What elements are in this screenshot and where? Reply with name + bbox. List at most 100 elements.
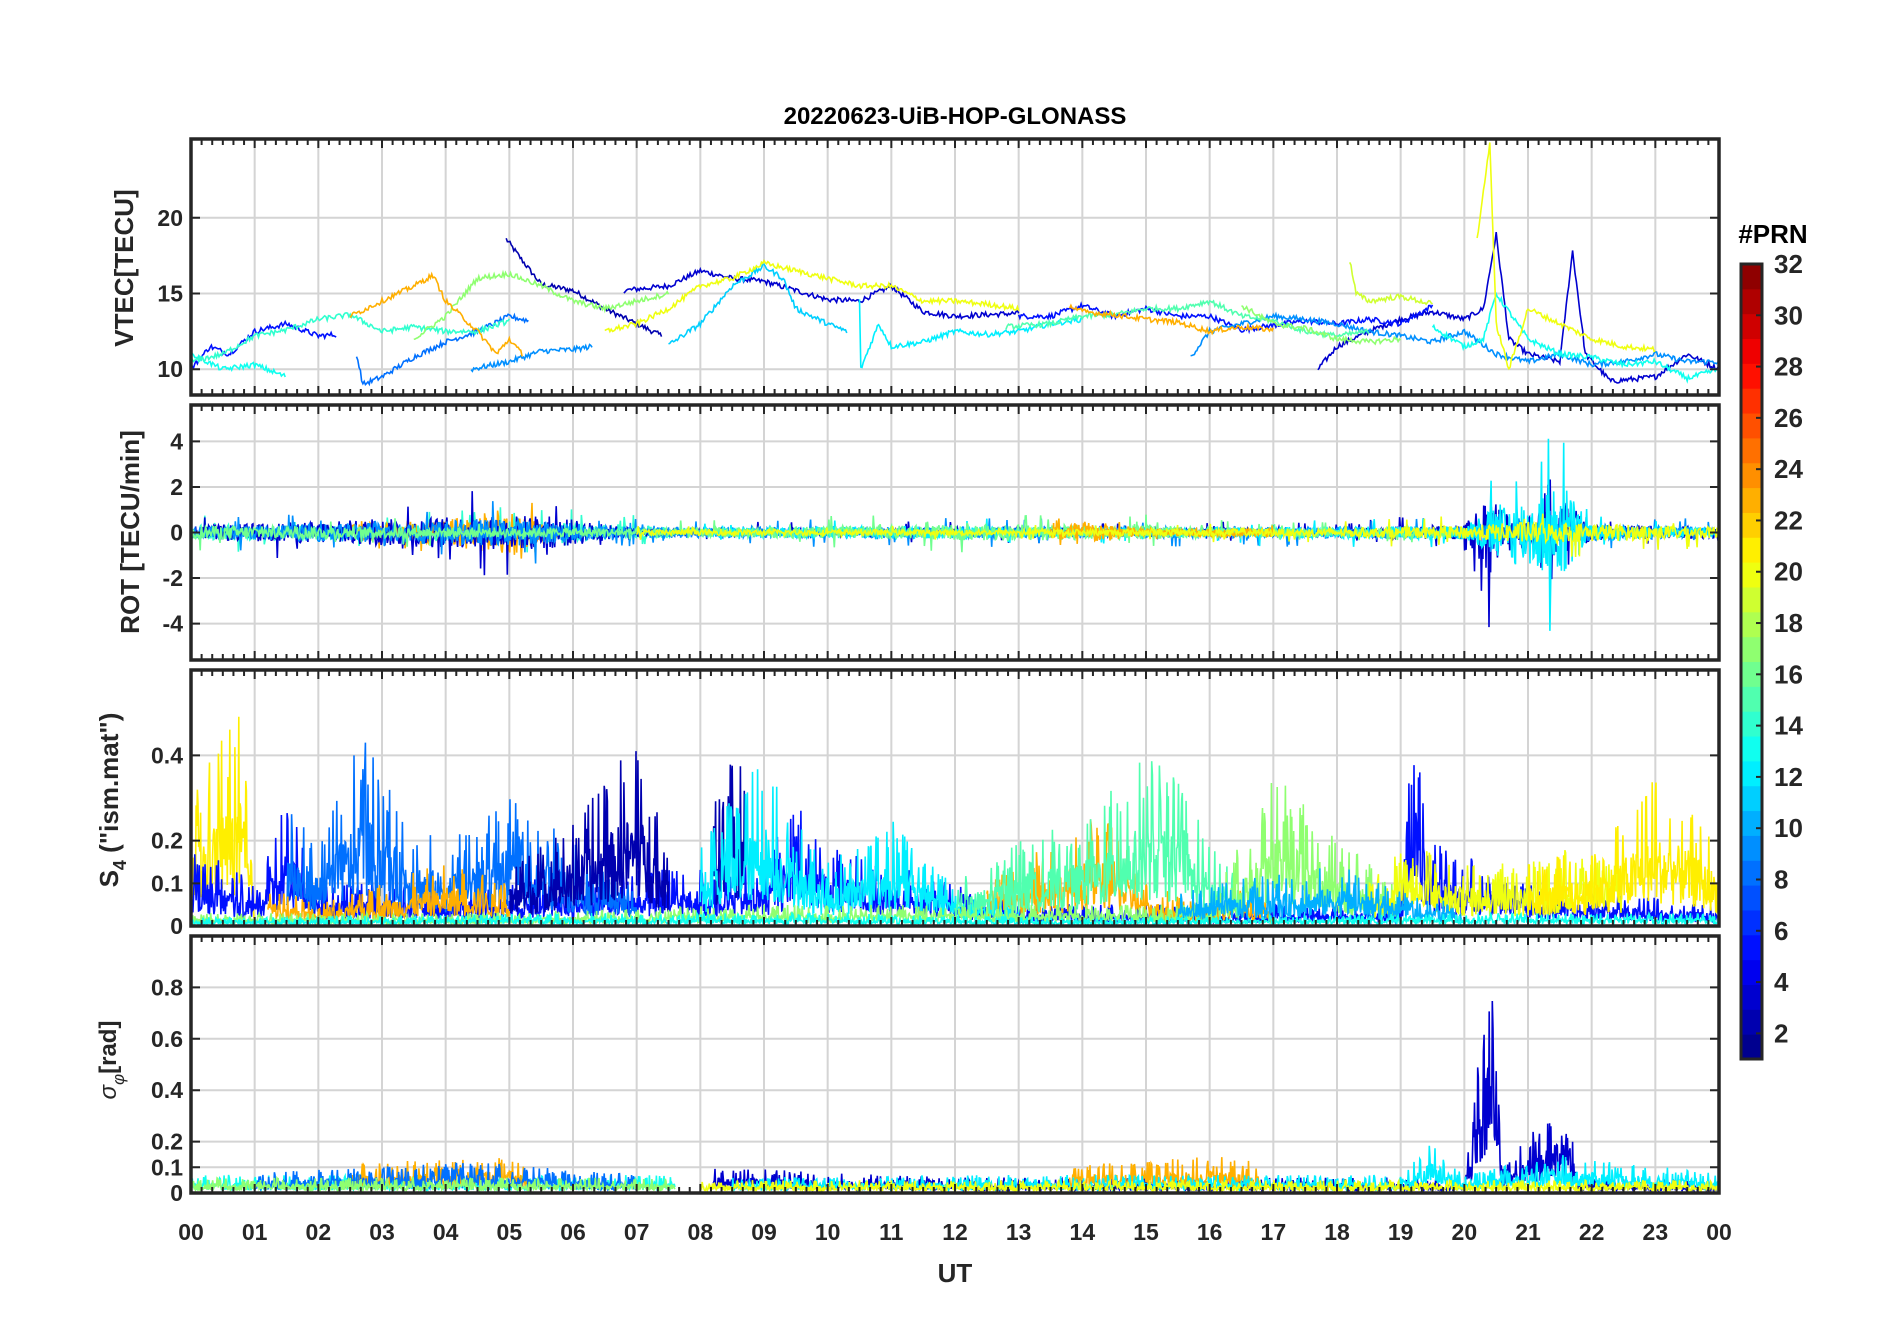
series-prn-13 — [1431, 291, 1719, 384]
x-axis-label: UT — [938, 1258, 973, 1288]
colorbar-swatch — [1741, 512, 1762, 538]
series-prn-5 — [191, 319, 337, 370]
colorbar-tick-label: 26 — [1774, 403, 1803, 433]
colorbar-tick-label: 16 — [1774, 659, 1803, 689]
x-tick-label: 16 — [1197, 1219, 1223, 1245]
colorbar-label: #PRN — [1738, 219, 1807, 249]
colorbar-swatch — [1741, 487, 1762, 513]
y-tick-label: 0.2 — [151, 1129, 183, 1155]
colorbar-tick-label: 8 — [1774, 864, 1788, 894]
colorbar-tick-label: 4 — [1774, 967, 1789, 997]
colorbar-swatch — [1741, 562, 1762, 588]
series-prn-3 — [623, 266, 1020, 321]
chart-title: 20220623-UiB-HOP-GLONASS — [784, 103, 1127, 130]
series-prn-20 — [1368, 849, 1624, 918]
axes-box — [189, 668, 1721, 928]
colorbar-tick-label: 6 — [1774, 916, 1788, 946]
panel-s4: 0 0.1 0.2 0.4 — [151, 668, 1721, 939]
colorbar-tick-label: 24 — [1774, 454, 1803, 484]
y-tick-label: 0.8 — [151, 974, 183, 1000]
x-tick-label: 20 — [1452, 1219, 1478, 1245]
y-tick-label: 0 — [170, 913, 183, 939]
colorbar-tick-label: 18 — [1774, 608, 1803, 638]
colorbar-swatch — [1741, 934, 1762, 961]
colorbar-tick-label: 20 — [1774, 557, 1803, 587]
ylabel-s4-rest: ("ism.mat") — [94, 713, 124, 860]
colorbar-swatch — [1741, 959, 1762, 985]
colorbar-swatch — [1741, 537, 1762, 563]
x-tick-label: 02 — [306, 1219, 332, 1245]
colorbar-frame — [1739, 262, 1764, 1061]
x-tick-label: 08 — [688, 1219, 714, 1245]
y-tick-label: 2 — [170, 474, 183, 500]
series-prn-8 — [355, 312, 529, 387]
series-prn-12 — [858, 299, 1083, 369]
colorbar-swatch — [1741, 1009, 1762, 1035]
x-tick-label: 12 — [942, 1219, 968, 1245]
colorbar-swatch — [1741, 462, 1762, 489]
y-tick-label: 0.4 — [151, 1077, 183, 1103]
colorbar-swatch — [1741, 636, 1762, 662]
y-tick-label: 0 — [170, 520, 183, 546]
colorbar-swatch — [1741, 885, 1762, 911]
x-tick-label: 23 — [1643, 1219, 1669, 1245]
colorbar-tick-label: 30 — [1774, 300, 1803, 330]
y-tick-label: 20 — [157, 205, 183, 231]
x-tick-label: 21 — [1515, 1219, 1541, 1245]
y-tick-label: 4 — [170, 428, 183, 454]
ylabel-sigma-rest: [rad] — [95, 1021, 122, 1074]
colorbar-swatch — [1741, 288, 1762, 315]
series-prn-2 — [508, 751, 670, 916]
colorbar-tick-label: 12 — [1774, 762, 1803, 792]
series-prn-20 — [635, 513, 1719, 558]
series-prn-9 — [1190, 311, 1719, 370]
series-group — [191, 142, 1719, 387]
x-tick-label: 04 — [433, 1219, 459, 1245]
y-tick-label: 0.1 — [151, 870, 183, 896]
colorbar-swatch — [1741, 810, 1762, 836]
y-tick-label: 0.4 — [151, 742, 183, 768]
colorbar-tick-label: 10 — [1774, 813, 1803, 843]
x-tick-label: 03 — [369, 1219, 395, 1245]
ylabel-s4-sub: 4 — [110, 860, 130, 870]
colorbar-swatch — [1741, 264, 1762, 290]
ylabel-sigma-main: σ — [95, 1083, 122, 1099]
series-prn-5 — [1017, 301, 1434, 335]
ylabel-rot: ROT [TECU/min] — [115, 430, 145, 634]
x-tick-label: 13 — [1006, 1219, 1032, 1245]
colorbar-swatch — [1741, 711, 1762, 737]
series-prn-23 — [349, 271, 523, 357]
x-tick-label: 18 — [1324, 1219, 1350, 1245]
ylabel-sigma-sub: φ — [109, 1074, 128, 1085]
x-tick-labels: 00 01 02 03 04 05 06 07 08 09 10 11 12 13 14 15 16 17 18 19… — [178, 1219, 1732, 1245]
series-prn-21 — [191, 716, 255, 918]
series-prn-11 — [668, 263, 848, 345]
colorbar-swatch — [1741, 388, 1762, 414]
series-prn-20 — [1476, 142, 1656, 371]
series-prn-10 — [1177, 868, 1465, 925]
colorbar-swatch — [1741, 437, 1762, 464]
series-prn-17 — [413, 269, 670, 340]
x-tick-label: 05 — [497, 1219, 523, 1245]
series-prn-23 — [1068, 303, 1275, 336]
x-tick-label: 00 — [1706, 1219, 1732, 1245]
ylabel-s4-main: S — [94, 870, 124, 887]
ylabel-vtec: VTEC[TECU] — [109, 189, 139, 346]
axes-box — [189, 137, 1721, 397]
colorbar-swatch — [1741, 686, 1762, 712]
y-tick-label: 10 — [157, 356, 183, 382]
colorbar-swatch — [1741, 363, 1762, 389]
colorbar-swatch — [1741, 1034, 1762, 1060]
colorbar-tick-label: 2 — [1774, 1018, 1788, 1048]
colorbar-tick-label: 14 — [1774, 711, 1803, 741]
colorbar-swatch — [1741, 785, 1762, 812]
colorbar-swatch — [1741, 984, 1762, 1010]
y-tick-label: 0.2 — [151, 828, 183, 854]
x-tick-label: 10 — [815, 1219, 841, 1245]
colorbar-swatch — [1741, 586, 1762, 613]
y-tick-label: 15 — [157, 281, 183, 307]
x-tick-label: 17 — [1261, 1219, 1287, 1245]
